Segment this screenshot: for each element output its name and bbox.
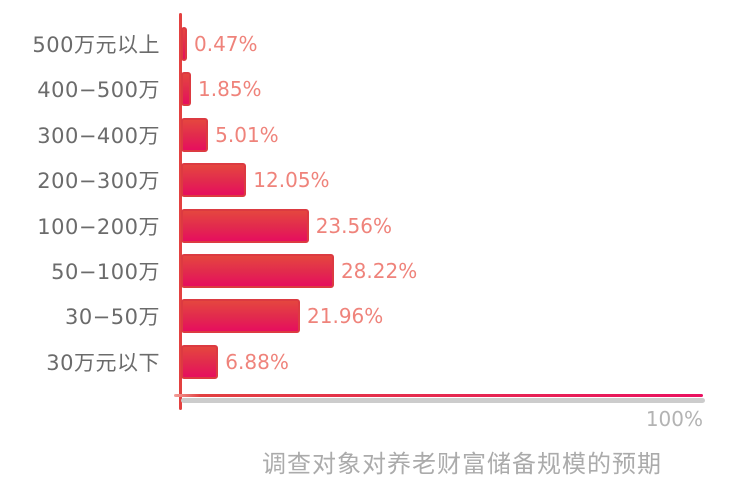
bar-row: 500万元以上 0.47% — [0, 27, 258, 61]
y-axis-line — [179, 13, 182, 410]
value-label: 6.88% — [225, 349, 289, 374]
bar — [181, 163, 247, 198]
value-label: 0.47% — [194, 32, 258, 56]
category-label: 300−400万 — [37, 123, 160, 148]
bar — [181, 299, 301, 334]
category-label: 200−300万 — [37, 169, 160, 194]
bar — [181, 72, 192, 107]
bar-row: 400−500万 1.85% — [0, 72, 262, 107]
category-label: 500万元以上 — [32, 33, 160, 57]
value-label: 23.56% — [315, 213, 392, 238]
bar-row: 30万元以下 6.88% — [0, 344, 289, 379]
bar-row: 200−300万 12.05% — [0, 163, 330, 198]
bar — [181, 27, 187, 61]
value-label: 1.85% — [198, 77, 262, 102]
x-axis-shadow-line — [181, 398, 705, 403]
value-label: 28.22% — [340, 259, 418, 283]
bar — [181, 344, 219, 379]
x-axis-max-label: 100% — [645, 407, 703, 431]
category-label: 30万元以下 — [46, 350, 160, 375]
x-axis-line — [174, 394, 703, 397]
value-label: 12.05% — [253, 168, 330, 193]
bar-row: 30−50万 21.96% — [0, 299, 384, 334]
value-label: 21.96% — [307, 304, 384, 329]
bar — [181, 208, 309, 243]
chart-title: 调查对象对养老财富储备规模的预期 — [262, 450, 662, 478]
bar — [181, 254, 334, 288]
bar-row: 100−200万 23.56% — [0, 208, 392, 243]
bar-row: 300−400万 5.01% — [0, 117, 279, 152]
category-label: 30−50万 — [64, 305, 160, 330]
value-label: 5.01% — [215, 122, 279, 147]
category-label: 100−200万 — [37, 214, 160, 239]
category-label: 400−500万 — [37, 78, 160, 103]
category-label: 50−100万 — [51, 260, 160, 284]
bar — [181, 117, 209, 152]
bar-row: 50−100万 28.22% — [0, 254, 417, 288]
